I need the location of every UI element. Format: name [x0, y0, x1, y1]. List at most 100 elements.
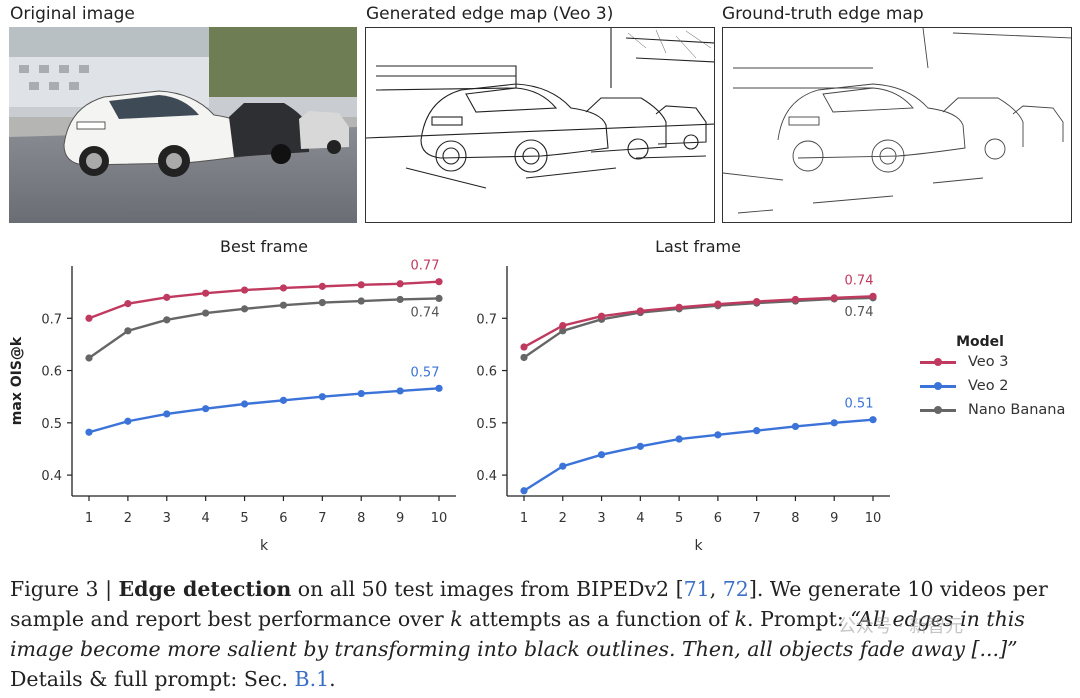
x-tick-label: 9	[396, 511, 404, 526]
y-tick-label: 0.7	[476, 312, 497, 327]
citation-link-72[interactable]: 72	[722, 577, 749, 601]
data-point-veo-3	[597, 312, 606, 320]
data-point-veo-2	[675, 435, 683, 443]
data-point-veo-2	[869, 416, 877, 424]
figure-caption: Figure 3 | Edge detection on all 50 test…	[10, 574, 1076, 694]
legend-item-veo2: Veo 2	[920, 374, 1080, 398]
data-point-veo-2	[597, 451, 606, 459]
data-point-nano-banana	[124, 327, 132, 335]
data-point-veo-2	[753, 427, 761, 435]
data-point-veo-2	[163, 410, 171, 418]
end-label-nano-banana: 0.74	[845, 305, 874, 320]
end-label-veo-2: 0.51	[845, 397, 874, 412]
data-point-veo-3	[714, 300, 722, 308]
chart-title: Best frame	[220, 237, 308, 256]
data-point-nano-banana	[520, 353, 528, 362]
x-tick-label: 5	[675, 511, 683, 526]
ground-truth-edge-map	[722, 27, 1072, 223]
x-tick-label: 9	[830, 511, 838, 526]
data-point-veo-2	[435, 384, 443, 392]
chart-title: Last frame	[655, 237, 741, 256]
data-point-nano-banana	[163, 316, 171, 324]
legend-swatch-nano-banana	[920, 403, 956, 417]
series-line-veo-2	[523, 418, 874, 492]
x-axis-label: k	[694, 538, 703, 554]
data-point-veo-3	[675, 303, 683, 311]
data-point-veo-3	[830, 294, 838, 302]
legend-label-nano-banana: Nano Banana	[968, 402, 1066, 418]
series-line-veo-3	[523, 295, 874, 349]
panel-title-ground-truth: Ground-truth edge map	[722, 4, 924, 24]
x-tick-label: 8	[357, 511, 365, 526]
data-point-nano-banana	[435, 294, 443, 303]
x-tick-label: 7	[753, 511, 761, 526]
legend-label-veo2: Veo 2	[968, 378, 1009, 394]
x-tick-label: 6	[714, 511, 722, 526]
data-point-veo-3	[279, 284, 288, 292]
x-axis-label: k	[260, 538, 269, 554]
caption-text-6: Details & full prompt: Sec.	[10, 667, 295, 691]
data-point-nano-banana	[357, 297, 365, 305]
x-tick-label: 4	[636, 511, 644, 526]
panel-title-generated: Generated edge map (Veo 3)	[366, 4, 614, 24]
x-tick-label: 2	[124, 511, 132, 526]
data-point-veo-2	[396, 387, 404, 395]
series-line-veo-3	[88, 280, 440, 320]
data-point-veo-2	[240, 400, 249, 408]
data-point-veo-2	[357, 389, 365, 398]
data-point-veo-3	[753, 297, 761, 306]
y-axis-label: max OIS@k	[9, 336, 25, 425]
data-point-veo-3	[636, 307, 644, 315]
x-tick-label: 3	[597, 511, 605, 526]
y-tick-label: 0.5	[476, 417, 497, 432]
series-line-veo-2	[88, 387, 440, 434]
legend-label-veo3: Veo 3	[968, 354, 1009, 370]
data-point-veo-3	[163, 293, 171, 301]
data-point-veo-2	[124, 417, 132, 425]
y-tick-label: 0.6	[41, 365, 62, 380]
y-tick-label: 0.7	[41, 312, 62, 327]
data-point-nano-banana	[318, 298, 326, 307]
caption-k-2: k	[734, 607, 748, 631]
caption-text-4: attempts as a function of	[462, 607, 735, 631]
chart-best-frame: Best frame 0.4 0.5 0.6 0.7 1 2 3 4 5 6 7 8 9 10 k max OI…	[9, 237, 456, 554]
caption-prompt: “All edges in this image become more sal…	[10, 607, 1025, 661]
data-point-veo-2	[279, 396, 288, 404]
y-tick-label: 0.6	[476, 365, 497, 380]
end-label-veo-2: 0.57	[411, 365, 440, 380]
data-point-veo-3	[435, 278, 443, 286]
legend-title: Model	[956, 334, 1004, 350]
x-tick-label: 10	[431, 511, 448, 526]
x-tick-label: 10	[865, 511, 882, 526]
legend-swatch-veo2	[920, 379, 956, 393]
original-photo	[9, 27, 357, 223]
legend-swatch-veo3	[920, 355, 956, 369]
end-label-veo-3: 0.74	[845, 273, 874, 288]
data-point-veo-2	[85, 428, 93, 436]
data-point-nano-banana	[202, 309, 210, 317]
data-point-veo-3	[318, 282, 326, 290]
data-point-veo-3	[559, 321, 567, 330]
x-tick-label: 5	[240, 511, 248, 526]
data-point-nano-banana	[396, 295, 404, 304]
caption-text-3: ]. We generate 10 videos per sample and …	[10, 577, 1048, 631]
data-point-veo-3	[202, 289, 210, 297]
x-tick-label: 7	[318, 511, 326, 526]
caption-bold-title: Edge detection	[118, 577, 292, 601]
data-point-nano-banana	[85, 354, 93, 362]
data-point-veo-2	[791, 422, 800, 431]
data-point-veo-3	[357, 281, 365, 289]
data-point-veo-3	[396, 280, 404, 288]
panel-title-original: Original image	[10, 4, 135, 24]
data-point-veo-2	[520, 487, 528, 495]
y-tick-label: 0.4	[41, 469, 62, 484]
legend-item-veo3: Veo 3	[920, 350, 1080, 374]
data-point-veo-3	[85, 314, 93, 322]
citation-link-71[interactable]: 71	[683, 577, 710, 601]
charts-area: Best frame 0.4 0.5 0.6 0.7 1 2 3 4 5 6 7 8 9 10 k max OI…	[9, 237, 890, 554]
data-point-veo-2	[202, 405, 210, 413]
end-label-nano-banana: 0.74	[411, 305, 440, 320]
series-line-nano-banana	[523, 296, 874, 359]
x-tick-label: 8	[791, 511, 799, 526]
section-link-b1[interactable]: B.1	[294, 667, 330, 691]
